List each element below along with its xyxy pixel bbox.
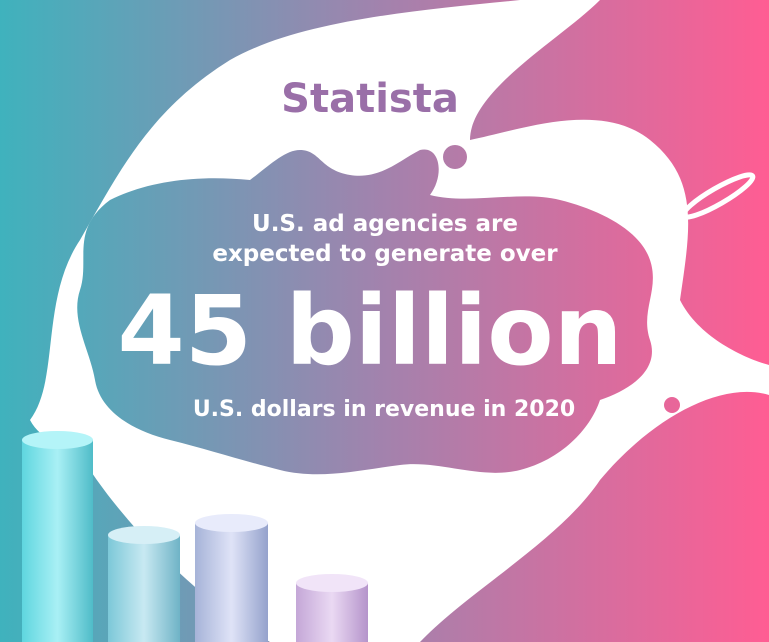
cylinder-top <box>22 431 93 449</box>
brand: Statista <box>281 76 459 122</box>
splash-dot <box>664 397 680 413</box>
caption: U.S. dollars in revenue in 2020 <box>193 397 575 422</box>
cylinder <box>296 583 368 642</box>
headline-line: expected to generate over <box>212 241 558 267</box>
inner-blob <box>77 149 653 475</box>
cylinder <box>195 523 268 642</box>
cylinders <box>22 431 368 642</box>
cylinder-top <box>108 526 180 544</box>
headline-line: U.S. ad agencies are <box>252 211 518 237</box>
cylinder <box>108 535 180 642</box>
splash-dot <box>443 145 467 169</box>
cylinder <box>22 440 93 642</box>
cylinder-top <box>296 574 368 592</box>
splash-ring <box>680 172 756 220</box>
splash-dot <box>689 248 701 260</box>
cylinder-top <box>195 514 268 532</box>
figure: 45 billion <box>118 275 623 387</box>
